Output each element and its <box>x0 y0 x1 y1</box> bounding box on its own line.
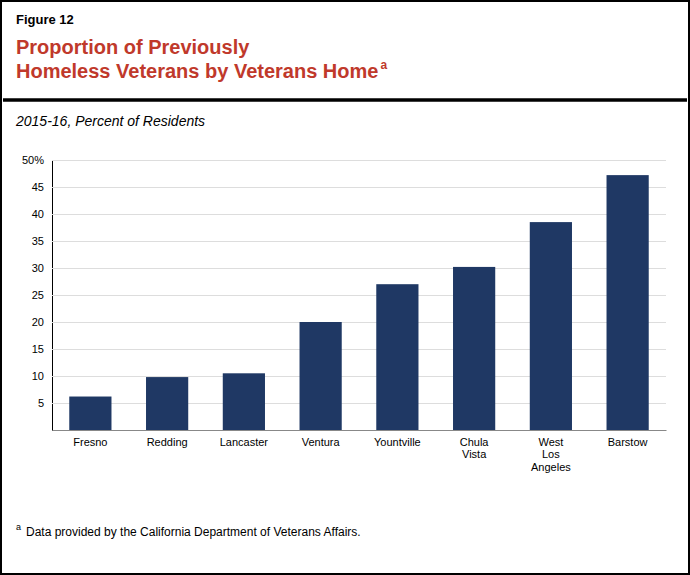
y-tick: 45 <box>32 181 666 193</box>
grid-line <box>52 322 666 323</box>
x-tick-label-line: Redding <box>147 436 188 448</box>
x-tick-label-line: Los <box>542 448 560 460</box>
x-tick-label: Lancaster <box>220 436 269 448</box>
grid-line <box>52 376 666 377</box>
footnote: Data provided by the California Departme… <box>26 525 361 539</box>
y-tick-label: 20 <box>32 316 44 328</box>
bars <box>69 175 648 430</box>
title-line: Proportion of Previously <box>16 36 250 58</box>
x-tick-label-line: Yountville <box>374 436 421 448</box>
x-tick-label: Barstow <box>608 436 648 448</box>
grid-line <box>52 268 666 269</box>
y-tick-label: 45 <box>32 181 44 193</box>
plot: 5 10 15 20 25 30 35 40 45 50% Fresno Redding Lancast… <box>22 154 667 473</box>
y-tick: 40 <box>32 208 666 220</box>
x-tick-label: Fresno <box>73 436 107 448</box>
bar <box>376 284 418 430</box>
x-tick-label: Yountville <box>374 436 421 448</box>
bar <box>223 373 265 430</box>
y-tick-label: 40 <box>32 208 44 220</box>
y-tick-label: 25 <box>32 289 44 301</box>
y-tick-label: 5 <box>38 397 44 409</box>
figure-label: Figure 12 <box>16 12 74 27</box>
y-tick-label: 30 <box>32 262 44 274</box>
x-axis-line <box>53 430 667 431</box>
x-tick-label-line: West <box>538 436 563 448</box>
x-tick: Redding <box>147 430 188 448</box>
subtitle: 2015-16, Percent of Residents <box>15 113 205 129</box>
border <box>1 1 689 574</box>
grid-line <box>52 241 666 242</box>
title-superscript: a <box>380 58 387 72</box>
x-tick-label-line: Angeles <box>531 461 571 473</box>
grid-line <box>52 349 666 350</box>
grid-line <box>52 295 666 296</box>
y-axis: 5 10 15 20 25 30 35 40 45 50% <box>22 154 666 430</box>
x-tick-label: WestLosAngeles <box>531 436 571 473</box>
x-tick: ChulaVista <box>460 430 490 460</box>
x-axis: Fresno Redding Lancaster Ventura Yountville C… <box>53 430 667 473</box>
y-tick: 50% <box>22 154 666 166</box>
title: Proportion of PreviouslyHomeless Veteran… <box>16 36 378 82</box>
x-tick-label: ChulaVista <box>460 436 490 461</box>
y-axis-line <box>53 161 667 431</box>
y-tick-label: 15 <box>32 343 44 355</box>
x-tick: Fresno <box>73 430 107 448</box>
x-tick: WestLosAngeles <box>531 430 571 473</box>
x-tick-label-line: Fresno <box>73 436 107 448</box>
grid-line <box>52 403 666 404</box>
x-tick-label-line: Barstow <box>608 436 648 448</box>
grid-line <box>52 214 666 215</box>
bar <box>453 267 495 430</box>
chart-svg: Figure 12 Proportion of PreviouslyHomeles… <box>0 0 690 575</box>
y-tick-label: 50% <box>22 154 44 166</box>
x-tick-label-line: Lancaster <box>220 436 269 448</box>
x-tick-label: Ventura <box>302 436 341 448</box>
bar <box>607 175 649 430</box>
footnote-marker: a <box>16 522 21 532</box>
x-tick-label-line: Chula <box>460 436 490 448</box>
x-tick: Barstow <box>608 430 648 448</box>
bar <box>530 222 572 430</box>
x-tick-label-line: Ventura <box>302 436 341 448</box>
x-tick-label-line: Vista <box>462 448 487 460</box>
bar <box>300 322 342 430</box>
bar <box>146 377 188 430</box>
grid-line <box>52 160 666 161</box>
x-tick: Ventura <box>302 430 341 448</box>
title-line: Homeless Veterans by Veterans Home <box>16 60 378 82</box>
y-tick-label: 10 <box>32 370 44 382</box>
grid-line <box>52 187 666 188</box>
x-tick: Lancaster <box>220 430 269 448</box>
separator <box>3 98 687 102</box>
x-tick: Yountville <box>374 430 421 448</box>
bar <box>69 397 111 430</box>
x-tick-label: Redding <box>147 436 188 448</box>
y-tick-label: 35 <box>32 235 44 247</box>
